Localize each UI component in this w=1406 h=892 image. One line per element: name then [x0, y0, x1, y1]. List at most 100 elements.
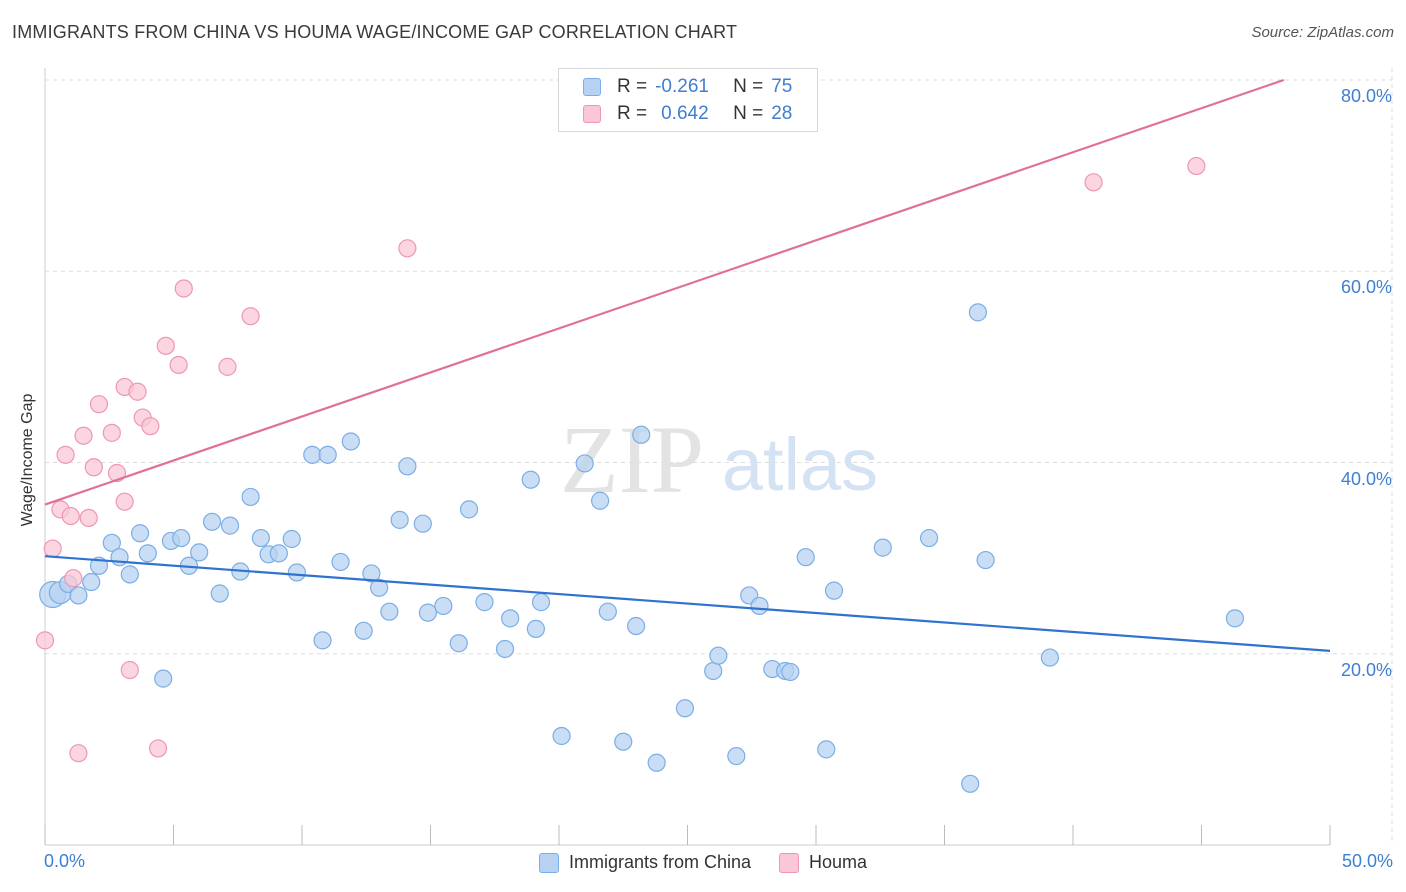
china-point [318, 445, 337, 464]
china-point [459, 500, 479, 519]
y-tick-label: 80.0% [1340, 86, 1392, 106]
china-point [313, 631, 332, 650]
china-point [120, 565, 139, 584]
china-point [210, 584, 229, 603]
china-point [919, 528, 939, 548]
houma-point [64, 569, 83, 588]
houma-point [120, 660, 139, 680]
china-point [362, 564, 381, 583]
legend-label-houma: Houma [809, 852, 868, 872]
legend-swatch-pink [779, 852, 800, 873]
x-tick-label: 50.0% [1341, 851, 1393, 871]
houma-point [169, 355, 188, 375]
china-point [413, 514, 432, 533]
legend-swatch-pink [583, 105, 601, 123]
legend-item-houma: Houma [779, 852, 867, 873]
china-point [251, 528, 270, 548]
china-point [526, 619, 545, 638]
houma-point [398, 239, 417, 258]
china-point [241, 487, 260, 507]
houma-point [156, 336, 175, 355]
china-point [287, 563, 306, 582]
legend-row-china: R = -0.261 N = 75 [583, 75, 792, 99]
houma-point [148, 739, 168, 758]
china-point [495, 639, 515, 659]
china-point [138, 544, 157, 563]
china-point [796, 548, 815, 567]
china-point [968, 303, 988, 322]
china-point [1040, 648, 1059, 667]
axes [44, 68, 1331, 846]
houma-point [218, 357, 237, 376]
y-tick-label: 20.0% [1340, 659, 1392, 680]
legend-label-china: Immigrants from China [568, 852, 752, 872]
legend-n-value: 75 [771, 76, 793, 97]
china-point [390, 510, 409, 529]
chart-title: IMMIGRANTS FROM CHINA VS HOUMA WAGE/INCO… [12, 22, 738, 42]
legend-swatch-blue [583, 78, 601, 96]
legend-r-label: R = [617, 103, 648, 124]
legend-swatch-blue [538, 852, 559, 873]
china-point [102, 533, 121, 552]
china-point [591, 491, 610, 510]
china-point [282, 529, 301, 549]
china-point [398, 457, 417, 476]
houma-point [43, 539, 62, 558]
china-point [475, 593, 494, 612]
china-point [614, 732, 633, 751]
houma-point [56, 445, 75, 464]
houma-point [115, 492, 134, 511]
x-tick-label: 0.0% [44, 851, 86, 871]
series-legend: Immigrants from China Houma [0, 852, 1406, 873]
china-point [202, 512, 222, 531]
houma-point [107, 463, 127, 483]
trend-lines [44, 78, 1331, 652]
source-label: Source: ZipAtlas.com [1251, 24, 1394, 41]
houma-point [89, 395, 109, 414]
houma-point [1084, 173, 1103, 192]
china-point [824, 581, 844, 600]
china-point [380, 602, 399, 621]
china-point [521, 470, 540, 489]
china-point [269, 544, 288, 563]
china-point [303, 445, 322, 464]
series-houma [35, 156, 1206, 763]
china-point [675, 699, 695, 718]
legend-row-houma: R = 0.642 N = 28 [583, 102, 792, 126]
houma-point [69, 744, 88, 763]
china-point [449, 634, 468, 653]
y-tick-label: 60.0% [1340, 277, 1392, 298]
houma-point [241, 307, 260, 326]
china-point [598, 602, 617, 621]
china-point [434, 596, 453, 616]
correlation-legend: R = -0.261 N = 75 R = 0.642 N = 28 [558, 68, 818, 132]
china-point [552, 726, 571, 746]
china-point [418, 603, 438, 622]
houma-point [174, 279, 193, 298]
china-point [873, 538, 892, 557]
china-point [704, 661, 723, 681]
gridlines [45, 68, 1393, 845]
china-point [354, 621, 373, 640]
china-point [1225, 609, 1245, 628]
china-point [575, 454, 594, 473]
legend-n-label: N = [733, 76, 764, 97]
china-trend-line [44, 555, 1331, 652]
china-point [154, 669, 173, 688]
legend-n-value: 28 [771, 103, 793, 124]
y-tick-label: 40.0% [1340, 468, 1392, 489]
houma-point [102, 423, 121, 442]
legend-item-china: Immigrants from China [538, 852, 752, 873]
watermark-atlas: atlas [722, 423, 878, 506]
china-point [82, 572, 101, 592]
china-point [531, 593, 551, 612]
watermark: ZIP atlas [560, 406, 878, 513]
legend-r-value: -0.261 [655, 76, 709, 97]
china-point [976, 550, 995, 570]
legend-n-label: N = [733, 103, 764, 124]
china-point [501, 609, 520, 628]
china-point [341, 432, 360, 451]
houma-point [84, 458, 103, 477]
series-immigrants-from-china [39, 303, 1245, 793]
